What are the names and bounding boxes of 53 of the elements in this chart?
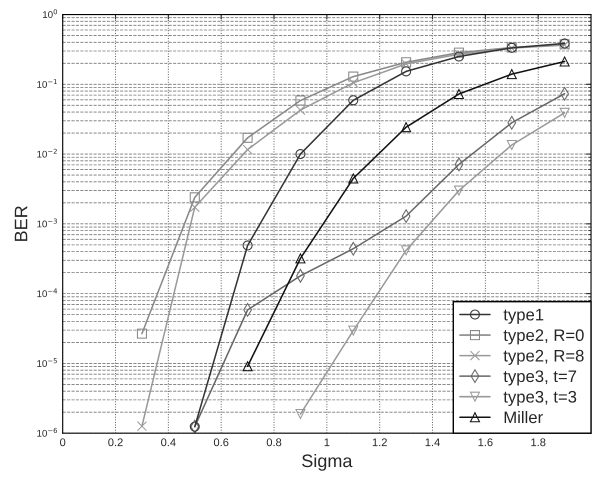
point	[401, 66, 412, 76]
legend-label: type2, R=0	[504, 329, 584, 344]
x-tick-label: 0	[60, 438, 66, 446]
x-axis-title: Sigma	[302, 454, 352, 471]
point	[348, 173, 358, 184]
point	[242, 240, 253, 250]
x-tick-label: 1.2	[372, 438, 387, 446]
point	[560, 56, 570, 67]
point	[295, 149, 306, 160]
point	[348, 78, 358, 88]
x-tick-label: 0.2	[108, 438, 123, 446]
x-tick-label: 1.4	[426, 438, 440, 446]
point	[190, 192, 200, 202]
point	[401, 245, 412, 256]
point	[242, 144, 253, 155]
y-tick-label: 10$^{−6}$	[37, 428, 58, 437]
point	[348, 95, 358, 106]
point	[454, 51, 464, 62]
legend-label: Miller	[504, 410, 543, 424]
x-tick-label: 1.8	[531, 438, 546, 446]
y-tick-label: 10$^{−2}$	[37, 148, 57, 158]
point	[242, 132, 253, 143]
y-tick-label: 10$^{−5}$	[37, 358, 57, 367]
y-tick-label: 10$^{−3}$	[37, 218, 57, 228]
x-tick-label: 0.8	[266, 438, 282, 446]
point	[348, 72, 358, 82]
point	[295, 96, 306, 106]
point	[506, 69, 517, 80]
point	[136, 421, 147, 432]
point	[242, 361, 253, 372]
point	[454, 88, 464, 100]
point	[348, 326, 358, 336]
point	[454, 186, 464, 196]
point	[560, 108, 570, 118]
point	[136, 328, 147, 339]
legend-label: type1	[504, 308, 544, 324]
point	[401, 122, 412, 132]
point	[190, 202, 200, 212]
legend-label: type3, t=7	[504, 370, 576, 386]
point	[295, 253, 306, 264]
point	[295, 409, 306, 420]
legend-label: type3, t=3	[504, 390, 576, 406]
point	[295, 105, 306, 116]
y-tick-label: 10$^{0}$	[43, 9, 58, 18]
point	[506, 140, 517, 150]
legend-label: type2, R=8	[504, 350, 584, 365]
x-tick-label: 0.6	[214, 438, 228, 446]
x-tick-label: 1.6	[478, 438, 493, 446]
x-tick-label: 0.4	[161, 438, 176, 446]
x-tick-label: 1	[324, 438, 330, 446]
y-tick-label: 10$^{−4}$	[37, 288, 58, 298]
y-tick-label: 10$^{−1}$	[37, 79, 57, 88]
y-axis-title: BER	[14, 206, 28, 241]
